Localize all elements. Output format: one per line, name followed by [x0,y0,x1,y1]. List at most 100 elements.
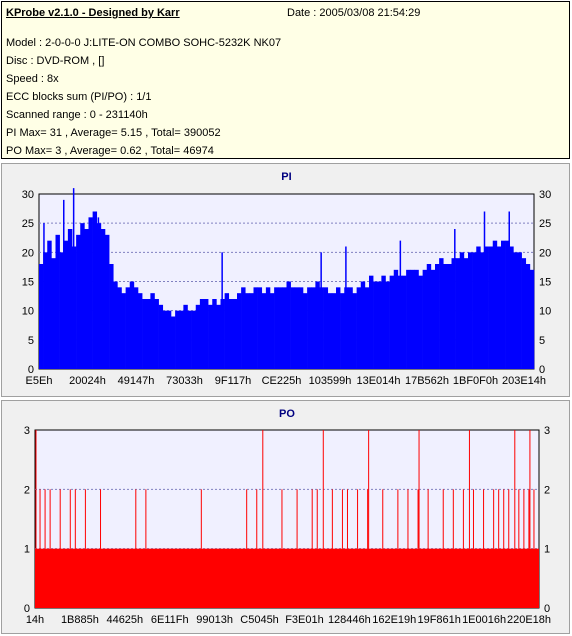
pi-bar [377,281,382,369]
y-tick-label-right: 3 [544,425,550,437]
x-tick-label: 44625h [106,614,143,626]
y-tick-label-right: 1 [544,544,550,556]
pi-bar [183,304,188,369]
po-base-bar [35,548,539,608]
pi-bar [505,240,510,369]
pi-bar [492,240,498,369]
disc-line: Disc : DVD-ROM , [] [6,55,105,67]
y-tick-label-left: 1 [24,544,30,556]
pi-bar [105,234,110,369]
chart-title: PI [281,171,291,183]
x-tick-label: 13E014h [356,375,400,387]
pi-bar [393,269,399,369]
x-tick-label: 6E11Fh [151,614,189,626]
x-tick-label: 49147h [118,375,155,387]
pi-bar [356,287,362,369]
y-tick-label-left: 5 [28,335,34,347]
x-tick-label: 19F861h [417,614,460,626]
pi-bar [175,310,180,369]
pi-bar [80,223,85,369]
x-tick-label: E5Eh [26,375,53,387]
x-tick-label: 220E18h [507,614,551,626]
pi-bar [241,287,246,369]
pi-bar [303,293,308,369]
pi-bar [253,287,258,369]
pi-bar [76,234,81,369]
pi-bar [109,264,114,369]
x-tick-label: CE225h [262,375,302,387]
pi-bar [166,310,172,369]
pi-bar [389,275,395,369]
pi-bar [298,287,304,369]
range-line: Scanned range : 0 - 231140h [6,109,148,121]
pi-bar [282,287,287,369]
pi-bar [331,293,337,369]
pi-bar [468,252,473,369]
po-chart: PO 0 0 1 1 2 2 3 3 14h 1B885h 44625h 6E11Fh 99013h C50… [24,408,551,626]
x-tick-label: F3E01h [285,614,324,626]
pi-bar [224,293,230,369]
pi-bar [84,229,89,369]
info-panel: KProbe v2.1.0 - Designed by Karr Date : … [1,1,570,159]
pi-bar [488,246,494,369]
y-tick-label-left: 10 [22,306,34,318]
pi-bar [323,287,329,369]
speed-line: Speed : 8x [6,73,59,85]
pi-bar [191,310,197,369]
scan-date: Date : 2005/03/08 21:54:29 [287,7,421,19]
pi-bar [311,287,316,369]
pi-bar [348,287,353,369]
pi-bar [402,275,407,369]
pi-bar [418,275,423,369]
pi-bar [39,264,44,369]
pi-bar [410,269,415,369]
pi-bar [228,299,234,369]
pi-bar [237,293,242,369]
y-tick-label-left: 25 [22,218,34,230]
y-tick-label-right: 20 [539,247,551,259]
x-tick-label: 99013h [196,614,233,626]
pi-bar [59,252,65,369]
pi-bar [517,252,522,369]
pi-bar [88,217,93,369]
pi-bar [496,246,502,369]
pi-bar [162,310,168,369]
pi-bar [208,304,213,369]
pi-bar [501,240,506,369]
pi-bar [373,281,378,369]
pi-bar [447,264,452,369]
y-tick-label-right: 5 [539,335,545,347]
pi-bar [307,287,312,369]
pi-bar [480,252,485,369]
model-line: Model : 2-0-0-0 J:LITE-ON COMBO SOHC-523… [6,37,282,49]
y-tick-label-left: 0 [28,364,34,376]
pi-bar [369,275,374,369]
pi-bar [385,281,390,369]
pi-bar [117,287,122,369]
pi-bar [63,240,69,369]
chart-title: PO [279,408,295,420]
pi-bar [265,287,271,369]
pi-bar [245,293,250,369]
pi-bar [158,304,164,369]
pi-bar [261,293,267,369]
pi-bar [406,269,411,369]
pi-bar [451,258,456,369]
y-tick-label-right: 25 [539,218,551,230]
pi-bar [47,240,52,369]
pi-bar [146,299,151,369]
pi-bar [484,246,489,369]
pi-bar [513,252,518,369]
x-tick-label: 103599h [309,375,352,387]
pi-bar [360,281,366,369]
pi-bar [286,281,291,369]
ecc-line: ECC blocks sum (PI/PO) : 1/1 [6,91,152,103]
x-tick-label: C5045h [240,614,279,626]
pi-bar [435,264,440,369]
y-tick-label-left: 30 [22,189,34,201]
y-tick-label-right: 15 [539,277,551,289]
x-tick-label: 203E14h [502,375,546,387]
pi-bar [426,264,432,369]
pi-bar [100,229,106,369]
pi-bar [294,287,300,369]
